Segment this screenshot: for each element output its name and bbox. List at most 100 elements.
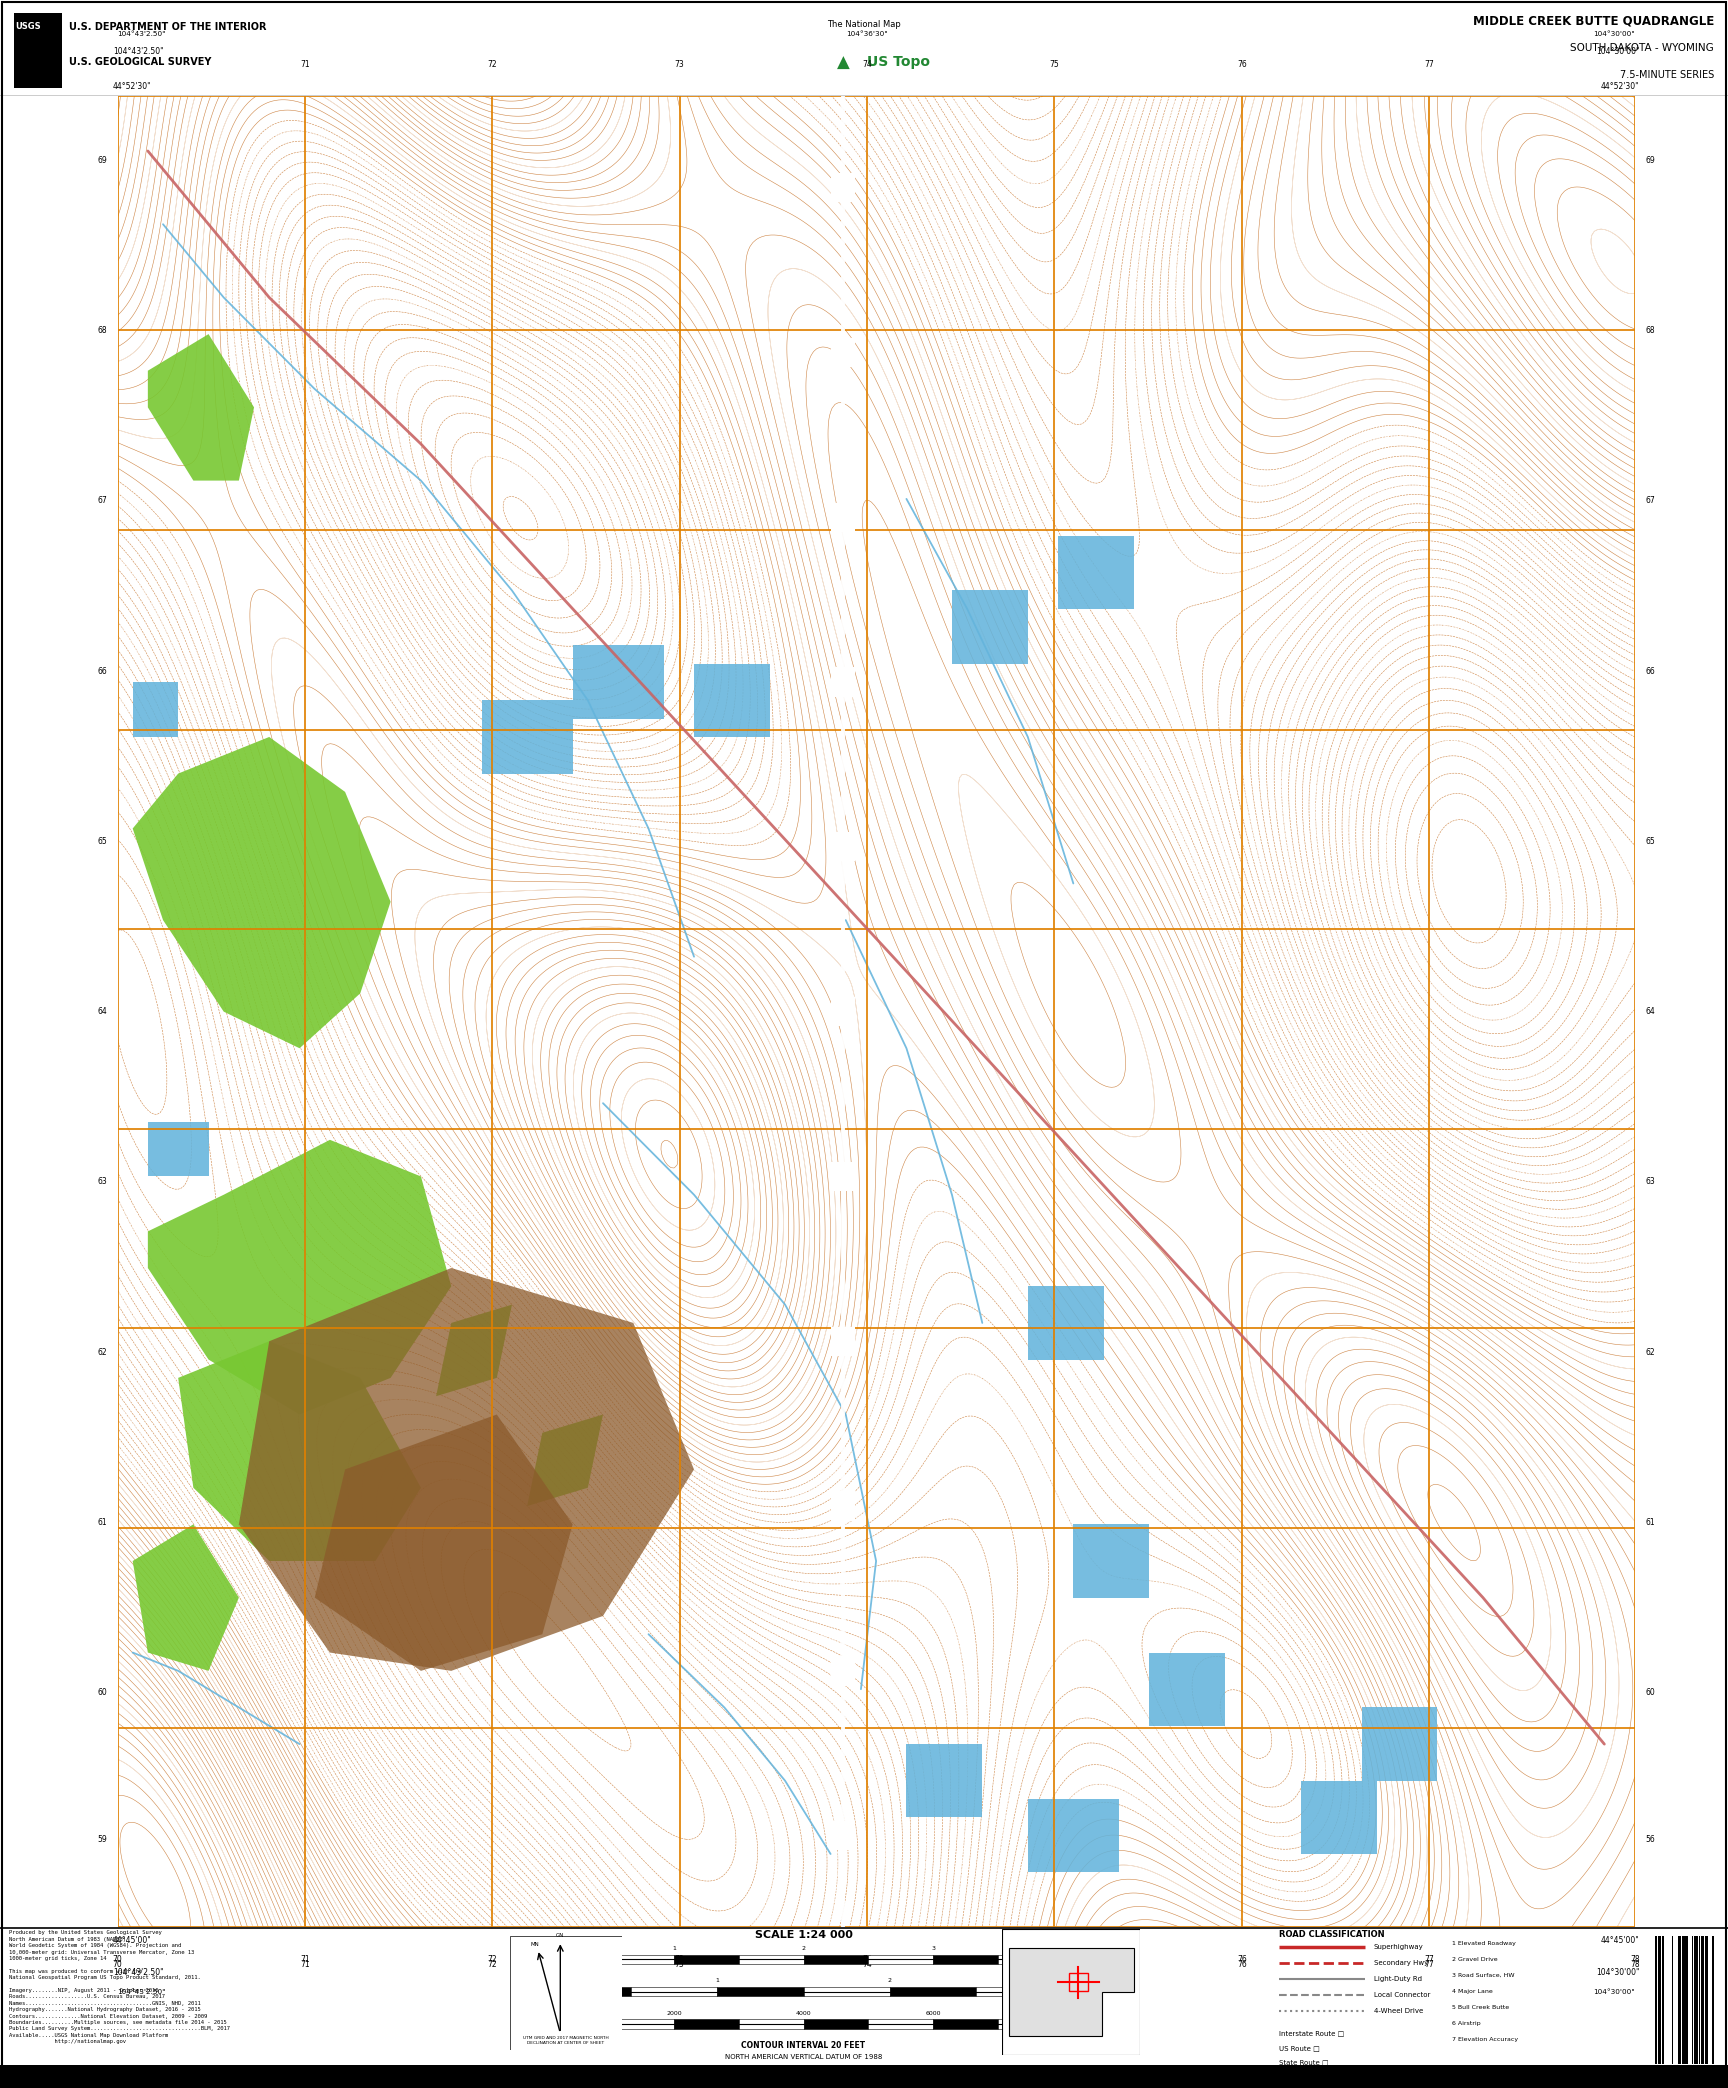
Bar	[976, 1986, 1063, 1996]
Text: 104°30'00": 104°30'00"	[1595, 1967, 1640, 1977]
Text: Produced by the United States Geological Survey
North American Datum of 1983 (NA: Produced by the United States Geological…	[9, 1931, 230, 2044]
Bar	[717, 1986, 804, 1996]
Bar	[867, 1954, 933, 1965]
Bar	[544, 1954, 608, 1965]
Text: 72: 72	[487, 1961, 498, 1969]
Text: 64: 64	[1645, 1006, 1655, 1017]
Polygon shape	[1149, 1652, 1225, 1727]
Text: 3: 3	[931, 1946, 935, 1952]
Polygon shape	[133, 683, 178, 737]
Text: 1: 1	[672, 1946, 676, 1952]
Bar	[1687, 1936, 1688, 2065]
Bar	[831, 173, 855, 203]
Bar	[631, 1986, 717, 1996]
Text: science for a
changing world: science for a changing world	[16, 56, 54, 67]
Text: 65: 65	[1645, 837, 1655, 846]
Text: 62: 62	[97, 1347, 107, 1357]
Bar	[804, 1954, 867, 1965]
Text: 104°43'2.50": 104°43'2.50"	[118, 31, 166, 38]
Text: Secondary Hwy: Secondary Hwy	[1374, 1961, 1427, 1965]
Polygon shape	[527, 1414, 603, 1505]
Text: 2 Gravel Drive: 2 Gravel Drive	[1452, 1956, 1496, 1963]
Bar	[831, 1326, 855, 1355]
Bar	[1068, 1973, 1089, 1990]
Text: 61: 61	[97, 1518, 107, 1526]
Text: 65: 65	[97, 837, 107, 846]
Text: 71: 71	[301, 61, 309, 69]
Text: 78: 78	[1630, 1954, 1640, 1963]
Text: 44°45'00": 44°45'00"	[112, 1936, 152, 1946]
Text: SOUTH DAKOTA - WYOMING: SOUTH DAKOTA - WYOMING	[1571, 44, 1714, 52]
Bar	[867, 2019, 933, 2030]
Text: 73: 73	[674, 1961, 684, 1969]
Polygon shape	[482, 699, 572, 773]
Text: ROAD CLASSIFICATION: ROAD CLASSIFICATION	[1279, 1931, 1384, 1940]
Bar	[1702, 1936, 1704, 2065]
Polygon shape	[952, 591, 1028, 664]
Text: Local Connector: Local Connector	[1374, 1992, 1431, 1998]
Bar	[1695, 1936, 1697, 2065]
Polygon shape	[133, 737, 391, 1048]
Text: 64: 64	[97, 1006, 107, 1017]
Text: 77: 77	[1424, 61, 1434, 69]
Bar	[0, 2065, 1728, 2088]
Text: 0: 0	[543, 1979, 546, 1984]
Text: 67: 67	[1645, 497, 1655, 505]
Text: 68: 68	[1645, 326, 1655, 334]
Text: USGS: USGS	[16, 23, 41, 31]
Bar	[1680, 1936, 1681, 2065]
Bar	[1681, 1936, 1683, 2065]
Text: 70: 70	[112, 1954, 123, 1963]
Text: 60: 60	[97, 1689, 107, 1698]
Text: 2: 2	[888, 1979, 892, 1984]
Text: 75: 75	[1049, 1954, 1059, 1963]
Text: 3 MILES: 3 MILES	[1051, 1979, 1075, 1984]
Bar	[999, 1954, 1063, 1965]
Bar	[14, 13, 62, 88]
Text: State Route □: State Route □	[1279, 2059, 1329, 2065]
Text: NORTH AMERICAN VERTICAL DATUM OF 1988: NORTH AMERICAN VERTICAL DATUM OF 1988	[724, 2055, 883, 2061]
Text: 44°45'00": 44°45'00"	[1600, 1936, 1640, 1946]
Text: 77: 77	[1424, 1961, 1434, 1969]
Text: 76: 76	[1237, 1954, 1246, 1963]
Bar	[831, 833, 855, 862]
Text: UTM GRID AND 2017 MAGNETIC NORTH
DECLINATION AT CENTER OF SHEET: UTM GRID AND 2017 MAGNETIC NORTH DECLINA…	[524, 2036, 608, 2044]
Text: 75: 75	[1049, 61, 1059, 69]
Text: 70: 70	[112, 1961, 123, 1969]
Polygon shape	[1009, 1948, 1134, 2036]
Text: 1: 1	[715, 1979, 719, 1984]
Bar	[544, 2019, 608, 2030]
Text: MN: MN	[530, 1942, 539, 1946]
Polygon shape	[1028, 1286, 1104, 1359]
Text: The National Map: The National Map	[828, 19, 900, 29]
Text: 4 Major Lane: 4 Major Lane	[1452, 1990, 1493, 1994]
Bar	[674, 1954, 740, 1965]
Text: 61: 61	[1645, 1518, 1655, 1526]
Text: 8000 FEET: 8000 FEET	[1047, 2011, 1078, 2015]
Polygon shape	[1301, 1781, 1377, 1854]
Text: U.S. DEPARTMENT OF THE INTERIOR: U.S. DEPARTMENT OF THE INTERIOR	[69, 21, 266, 31]
Text: 59: 59	[97, 1835, 107, 1844]
Text: 2: 2	[802, 1946, 805, 1952]
Text: 66: 66	[1645, 666, 1655, 677]
Text: 3 Road Surface, HW: 3 Road Surface, HW	[1452, 1973, 1514, 1977]
Text: 0: 0	[543, 1946, 546, 1952]
Bar	[831, 1656, 855, 1685]
Text: 6000: 6000	[926, 2011, 940, 2015]
Text: 74: 74	[862, 1961, 873, 1969]
Text: 63: 63	[97, 1178, 107, 1186]
Bar	[740, 2019, 804, 2030]
Text: 74: 74	[862, 1954, 873, 1963]
Polygon shape	[149, 334, 254, 480]
Text: ▲: ▲	[836, 54, 850, 71]
Polygon shape	[314, 1414, 572, 1670]
Polygon shape	[695, 664, 771, 737]
Polygon shape	[149, 1140, 451, 1414]
Polygon shape	[907, 1743, 982, 1817]
Text: 104°43'2.50": 104°43'2.50"	[112, 46, 164, 56]
Polygon shape	[572, 645, 664, 718]
Bar	[831, 1161, 855, 1190]
Polygon shape	[238, 1267, 695, 1670]
Bar	[1704, 1936, 1707, 2065]
Text: SCALE 1:24 000: SCALE 1:24 000	[755, 1931, 852, 1940]
